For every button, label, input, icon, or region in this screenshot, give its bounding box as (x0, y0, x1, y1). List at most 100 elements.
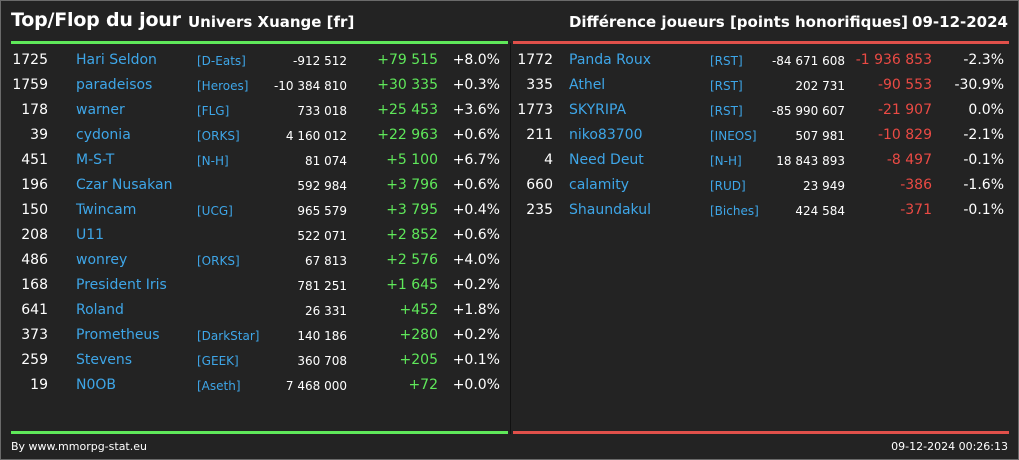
player-rank: 259 (21, 352, 48, 368)
player-name-link[interactable]: warner (76, 102, 125, 118)
player-name-link[interactable]: paradeisos (76, 77, 153, 93)
top-row: 150 Twincam [UCG] 965 579 +3 795 +0.4% (1, 199, 510, 224)
player-points: 23 949 (803, 179, 845, 193)
site-credit: By www.mmorpg-stat.eu (11, 440, 147, 453)
flop-players-list: 1772 Panda Roux [RST] -84 671 608 -1 936 853… (511, 49, 1019, 224)
player-name-link[interactable]: President Iris (76, 277, 167, 293)
points-difference: +205 (399, 352, 438, 368)
player-points: 7 468 000 (285, 379, 347, 393)
alliance-tag-link[interactable]: [GEEK] (197, 354, 239, 368)
player-name-link[interactable]: Hari Seldon (76, 52, 157, 68)
alliance-tag-link[interactable]: [Aseth] (197, 379, 241, 393)
percent-change: -30.9% (954, 77, 1004, 93)
percent-change: -1.6% (963, 177, 1004, 193)
points-difference: +25 453 (377, 102, 438, 118)
player-points: -10 384 810 (273, 79, 347, 93)
alliance-tag-link[interactable]: [INEOS] (710, 129, 757, 143)
alliance-tag-link[interactable]: [RST] (710, 79, 743, 93)
top-row: 1725 Hari Seldon [D-Eats] -912 512 +79 515 +8… (1, 49, 510, 74)
top-row: 451 M-S-T [N-H] 81 074 +5 100 +6.7% (1, 149, 510, 174)
player-name-link[interactable]: Czar Nusakan (76, 177, 173, 193)
player-name-link[interactable]: U11 (76, 227, 105, 243)
points-difference: -21 907 (877, 102, 932, 118)
percent-change: +4.0% (452, 252, 500, 268)
universe-label: Univers Xuange [fr] (188, 13, 355, 31)
player-name-link[interactable]: niko83700 (569, 127, 643, 143)
alliance-tag-link[interactable]: [RST] (710, 104, 743, 118)
player-rank: 208 (21, 227, 48, 243)
player-name-link[interactable]: M-S-T (76, 152, 115, 168)
top-row: 373 Prometheus [DarkStar] 140 186 +280 +0.2% (1, 324, 510, 349)
points-difference: +2 576 (386, 252, 438, 268)
player-points: 140 186 (297, 329, 347, 343)
player-name-link[interactable]: SKYRIPA (569, 102, 627, 118)
player-name-link[interactable]: Panda Roux (569, 52, 652, 68)
alliance-tag-link[interactable]: [N-H] (197, 154, 229, 168)
player-points: 965 579 (297, 204, 347, 218)
player-points: 360 708 (297, 354, 347, 368)
player-points: 733 018 (297, 104, 347, 118)
alliance-tag-link[interactable]: [D-Eats] (197, 54, 246, 68)
alliance-tag-link[interactable]: [DarkStar] (197, 329, 260, 343)
top-row: 178 warner [FLG] 733 018 +25 453 +3.6% (1, 99, 510, 124)
player-rank: 196 (21, 177, 48, 193)
alliance-tag-link[interactable]: [Heroes] (197, 79, 249, 93)
percent-change: +8.0% (452, 52, 500, 68)
flop-footer-bar (513, 431, 1009, 434)
player-name-link[interactable]: Shaundakul (569, 202, 651, 218)
player-rank: 641 (21, 302, 48, 318)
flop-header-bar (513, 41, 1009, 44)
player-rank: 1725 (12, 52, 48, 68)
player-name-link[interactable]: Twincam (76, 202, 137, 218)
points-difference: +3 795 (386, 202, 438, 218)
player-name-link[interactable]: calamity (569, 177, 630, 193)
percent-change: +1.8% (452, 302, 500, 318)
player-name-link[interactable]: Stevens (76, 352, 133, 368)
top-row: 196 Czar Nusakan 592 984 +3 796 +0.6% (1, 174, 510, 199)
alliance-tag-link[interactable]: [Biches] (710, 204, 759, 218)
flop-row: 4 Need Deut [N-H] 18 843 893 -8 497 -0.1% (511, 149, 1019, 174)
points-difference: +22 963 (377, 127, 438, 143)
percent-change: -0.1% (963, 202, 1004, 218)
percent-change: -2.1% (963, 127, 1004, 143)
alliance-tag-link[interactable]: [RUD] (710, 179, 746, 193)
player-name-link[interactable]: wonrey (76, 252, 128, 268)
player-rank: 39 (30, 127, 48, 143)
flop-row: 335 Athel [RST] 202 731 -90 553 -30.9% (511, 74, 1019, 99)
metric-label: Différence joueurs [points honorifiques] (568, 13, 908, 31)
player-points: 26 331 (305, 304, 347, 318)
alliance-tag-link[interactable]: [ORKS] (197, 129, 240, 143)
player-name-link[interactable]: Need Deut (569, 152, 644, 168)
flop-row: 235 Shaundakul [Biches] 424 584 -371 -0.1% (511, 199, 1019, 224)
points-difference: +1 645 (386, 277, 438, 293)
player-rank: 486 (21, 252, 48, 268)
top-players-list: 1725 Hari Seldon [D-Eats] -912 512 +79 515 +8… (1, 49, 510, 399)
flop-row: 660 calamity [RUD] 23 949 -386 -1.6% (511, 174, 1019, 199)
player-name-link[interactable]: N0OB (76, 377, 117, 393)
player-points: 781 251 (297, 279, 347, 293)
player-name-link[interactable]: cydonia (76, 127, 131, 143)
percent-change: +0.2% (452, 327, 500, 343)
player-name-link[interactable]: Roland (76, 302, 124, 318)
percent-change: +0.6% (452, 127, 500, 143)
percent-change: +0.3% (452, 77, 500, 93)
percent-change: +0.1% (452, 352, 500, 368)
alliance-tag-link[interactable]: [RST] (710, 54, 743, 68)
player-points: 522 071 (297, 229, 347, 243)
date-label: 09-12-2024 (912, 13, 1008, 31)
percent-change: 0.0% (968, 102, 1004, 118)
flop-row: 1773 SKYRIPA [RST] -85 990 607 -21 907 0.0% (511, 99, 1019, 124)
alliance-tag-link[interactable]: [N-H] (710, 154, 742, 168)
top-row: 486 wonrey [ORKS] 67 813 +2 576 +4.0% (1, 249, 510, 274)
alliance-tag-link[interactable]: [ORKS] (197, 254, 240, 268)
player-rank: 660 (526, 177, 553, 193)
player-points: 424 584 (795, 204, 845, 218)
player-rank: 373 (21, 327, 48, 343)
alliance-tag-link[interactable]: [UCG] (197, 204, 233, 218)
player-points: 18 843 893 (776, 154, 845, 168)
player-name-link[interactable]: Prometheus (76, 327, 160, 343)
top-row: 641 Roland 26 331 +452 +1.8% (1, 299, 510, 324)
alliance-tag-link[interactable]: [FLG] (197, 104, 230, 118)
player-points: 202 731 (795, 79, 845, 93)
player-name-link[interactable]: Athel (569, 77, 606, 93)
